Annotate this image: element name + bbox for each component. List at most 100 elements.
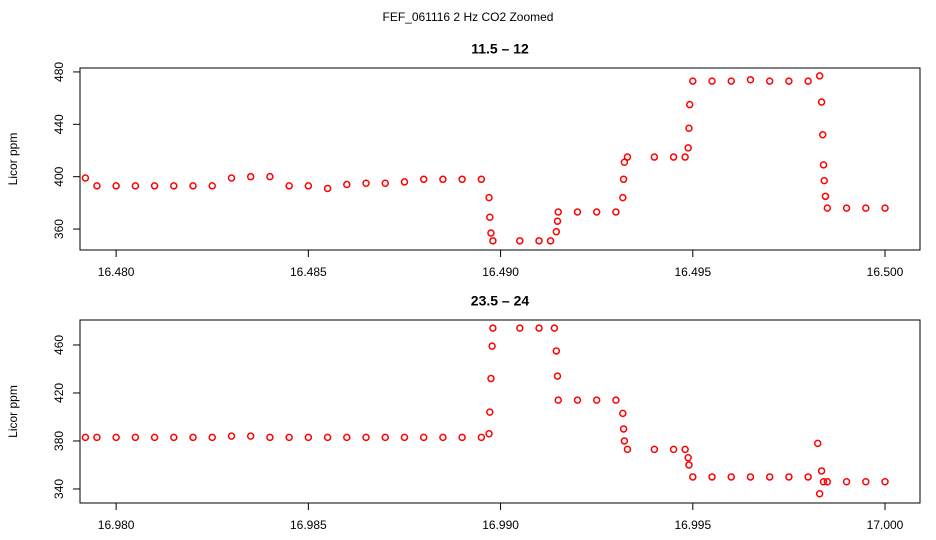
point (815, 72, 824, 80)
point (881, 204, 889, 212)
point (820, 176, 829, 185)
point (818, 131, 827, 139)
point (131, 433, 140, 442)
point (689, 473, 697, 481)
plot-frame (79, 67, 921, 251)
point (612, 208, 620, 216)
point (804, 77, 812, 85)
point (685, 100, 694, 109)
point (689, 77, 697, 85)
point (681, 153, 689, 161)
point (170, 182, 178, 190)
point (650, 445, 659, 454)
point (343, 433, 351, 442)
y-tick-label: 480 (52, 62, 66, 82)
point (489, 237, 497, 245)
point (458, 175, 466, 184)
x-tick-label: 16.490 (482, 265, 519, 279)
point (246, 432, 255, 440)
point (592, 208, 601, 216)
point (81, 174, 90, 182)
point (419, 433, 428, 442)
point (304, 182, 313, 190)
point (486, 213, 494, 222)
point (93, 433, 101, 442)
point (362, 433, 370, 442)
point (619, 175, 628, 184)
point (208, 433, 216, 442)
point (546, 237, 555, 245)
point (150, 182, 159, 190)
x-tick-label: 16.985 (290, 518, 327, 532)
point (669, 445, 678, 454)
point (685, 461, 693, 469)
point (620, 158, 629, 167)
point (488, 342, 496, 350)
point (623, 445, 632, 454)
point (553, 217, 562, 225)
point (817, 98, 826, 106)
point (458, 433, 466, 442)
point (487, 374, 495, 383)
point (681, 445, 689, 454)
point (81, 433, 90, 442)
panel-title: 23.5 – 24 (471, 293, 530, 309)
point (477, 175, 486, 184)
point (439, 175, 447, 184)
point (804, 473, 812, 481)
point (381, 179, 389, 187)
point (485, 193, 493, 202)
point (650, 153, 659, 161)
point (554, 396, 562, 404)
point (362, 179, 370, 187)
y-tick-label: 340 (52, 479, 66, 499)
point (842, 478, 851, 486)
point (266, 172, 274, 181)
point (823, 204, 832, 212)
point (323, 184, 332, 193)
point (486, 408, 494, 416)
y-tick-label: 420 (52, 383, 66, 403)
point (813, 439, 822, 448)
x-tick-label: 16.495 (674, 265, 711, 279)
point (823, 478, 832, 486)
point (746, 76, 755, 84)
point (785, 473, 793, 481)
point (189, 433, 197, 442)
point (285, 182, 293, 190)
point (246, 172, 255, 181)
point (684, 144, 692, 152)
point (487, 229, 495, 237)
point (612, 396, 620, 404)
point (669, 153, 678, 161)
x-tick-label: 16.995 (674, 518, 711, 532)
point (619, 409, 627, 418)
y-tick-label: 440 (52, 114, 66, 134)
figure-title: FEF_061116 2 Hz CO2 Zoomed (383, 10, 554, 24)
y-tick-label: 400 (52, 166, 66, 186)
point (765, 77, 774, 85)
point (400, 178, 409, 186)
point (323, 433, 332, 442)
x-tick-label: 16.500 (867, 265, 904, 279)
point (554, 208, 562, 216)
point (815, 490, 824, 498)
point (439, 433, 447, 442)
point (304, 433, 313, 442)
x-tick-label: 16.480 (98, 265, 135, 279)
point (619, 425, 628, 433)
point (535, 324, 543, 332)
point (684, 454, 692, 462)
x-tick-label: 16.485 (290, 265, 327, 279)
point (727, 77, 735, 85)
point (620, 437, 629, 445)
point (842, 204, 851, 212)
point (623, 153, 632, 161)
point (477, 433, 486, 442)
point (573, 396, 582, 404)
point (419, 175, 428, 184)
panel-title: 11.5 – 12 (471, 41, 529, 57)
point (170, 433, 178, 442)
